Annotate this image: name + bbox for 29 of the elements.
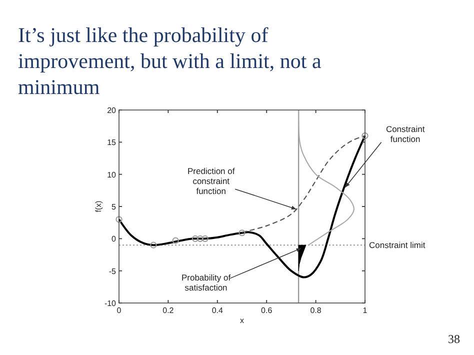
y-tick-label: 20 xyxy=(107,106,117,115)
y-tick-label: 10 xyxy=(107,170,117,180)
x-tick-label: 0.4 xyxy=(212,306,224,315)
x-axis-title: x xyxy=(240,316,244,325)
x-tick-label: 1 xyxy=(362,306,368,315)
point xyxy=(202,235,208,242)
annotation: Constraint function xyxy=(386,124,426,144)
ref-line-label: Constraint limit xyxy=(369,240,426,250)
point xyxy=(116,216,122,223)
annotation: Probability of satisfaction xyxy=(181,272,232,292)
annotation: Prediction of constraint function xyxy=(187,166,236,196)
point xyxy=(196,235,204,242)
point xyxy=(192,235,199,242)
chart-title: It’s just like the probability of improvement, but with a limit, not a minimum xyxy=(18,23,322,99)
point xyxy=(172,237,179,244)
y-tick-label: -10 xyxy=(104,299,117,308)
y-tick-label: 0 xyxy=(112,234,117,244)
y-axis-title: f(x) xyxy=(94,200,103,212)
point xyxy=(150,242,157,248)
x-tick-label: 0.8 xyxy=(310,306,322,315)
x-tick-label: 0.2 xyxy=(162,306,174,315)
y-tick-label: 5 xyxy=(112,202,117,212)
point xyxy=(362,132,368,140)
point xyxy=(238,230,246,236)
y-tick-label: -5 xyxy=(108,266,117,276)
line-series xyxy=(298,109,354,246)
text: 38 xyxy=(448,332,460,346)
x-tick-label: 0.6 xyxy=(261,306,273,315)
y-tick-label: 15 xyxy=(107,138,117,148)
